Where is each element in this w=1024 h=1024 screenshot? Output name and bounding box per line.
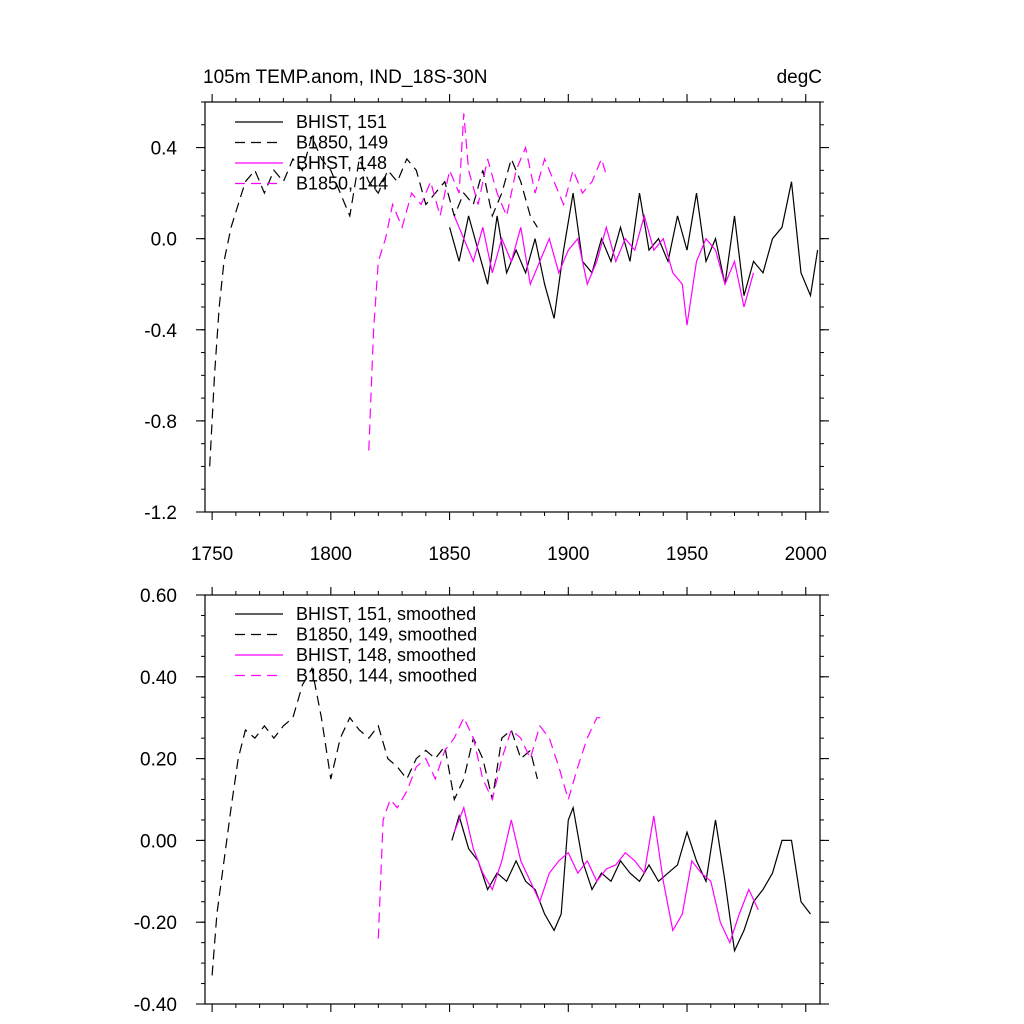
- bottom-y-tick-label: -0.40: [134, 995, 177, 1016]
- bottom-legend-label-2: BHIST, 148, smoothed: [296, 645, 476, 665]
- top-y-tick-label: -0.8: [144, 412, 177, 433]
- top-x-tick-label: 1950: [666, 544, 708, 565]
- top-legend-label-3: B1850, 144: [296, 174, 388, 194]
- bottom-legend-label-3: B1850, 144, smoothed: [296, 666, 477, 686]
- bottom-panel: -0.40 -0.20 0.00 0.20 0.40 0.60 BHIST, 151, s…: [134, 586, 829, 1016]
- bottom-y-tick-label: 0.20: [140, 750, 177, 771]
- top-y-tick-label: 0.0: [151, 230, 177, 251]
- bottom-legend-label-0: BHIST, 151, smoothed: [296, 604, 476, 624]
- top-x-tick-label: 1900: [547, 544, 589, 565]
- bottom-series-line-2: [453, 805, 759, 945]
- bottom-axis-ticks: -0.40 -0.20 0.00 0.20 0.40 0.60: [134, 586, 829, 1016]
- bottom-series-line-0: [451, 805, 811, 953]
- top-legend-label-0: BHIST, 151: [296, 112, 387, 132]
- top-x-tick-label: 1850: [428, 544, 470, 565]
- top-y-tick-label: 0.4: [151, 139, 178, 160]
- top-series-line-1: [209, 134, 538, 467]
- chart-title: 105m TEMP.anom, IND_18S-30N: [203, 67, 487, 88]
- bottom-y-tick-label: 0.60: [140, 586, 177, 607]
- bottom-y-tick-label: 0.40: [140, 668, 177, 689]
- bottom-y-tick-label: 0.00: [140, 831, 177, 852]
- units-label: degC: [777, 67, 822, 88]
- bottom-y-tick-label: -0.20: [134, 913, 177, 934]
- top-axis-ticks: 1750 1800 1850 1900 1950 2000 -1.2 -0.8 -0.4 0.0 0…: [144, 94, 829, 565]
- bottom-legend-label-1: B1850, 149, smoothed: [296, 625, 477, 645]
- top-y-tick-label: -1.2: [144, 503, 177, 524]
- top-series-line-3: [368, 113, 607, 451]
- bottom-series-line-1: [211, 666, 538, 976]
- top-series-line-0: [449, 181, 819, 319]
- top-x-tick-label: 2000: [785, 544, 827, 565]
- top-panel: 105m TEMP.anom, IND_18S-30N degC 1750 180…: [144, 67, 829, 565]
- bottom-series-line-3: [377, 716, 604, 939]
- top-legend-label-1: B1850, 149: [296, 133, 388, 153]
- top-x-tick-label: 1750: [191, 544, 233, 565]
- bottom-series-group: [211, 666, 811, 976]
- top-y-tick-label: -0.4: [144, 321, 177, 342]
- top-x-tick-label: 1800: [310, 544, 352, 565]
- top-legend-label-2: BHIST, 148: [296, 153, 387, 173]
- top-series-group: [209, 113, 819, 467]
- top-series-line-2: [453, 213, 755, 326]
